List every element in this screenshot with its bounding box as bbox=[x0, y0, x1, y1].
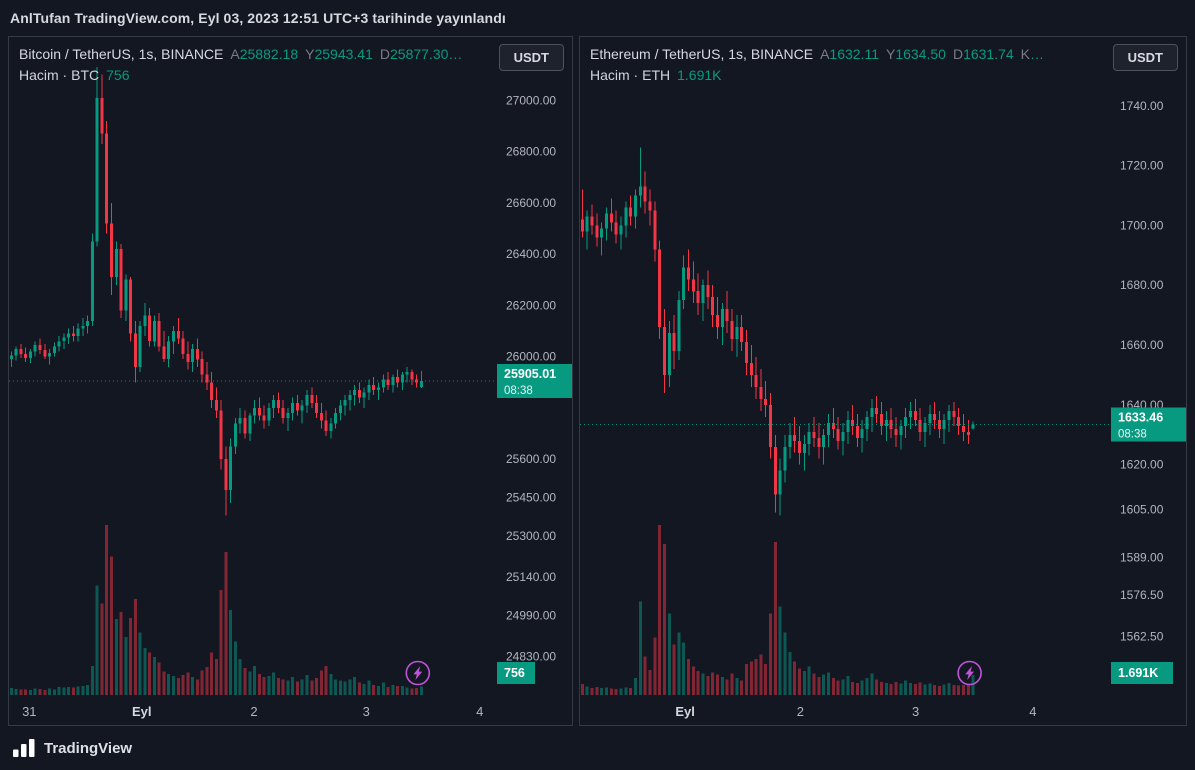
svg-text:1700.00: 1700.00 bbox=[1120, 218, 1164, 232]
svg-text:1.691K: 1.691K bbox=[1118, 666, 1158, 680]
svg-text:1605.00: 1605.00 bbox=[1120, 503, 1164, 517]
btc-chart-panel: Bitcoin / TetherUS, 1s, BINANCE A25882.18… bbox=[8, 36, 573, 726]
attribution-text: AnlTufan TradingView.com, Eyl 03, 2023 1… bbox=[10, 10, 506, 26]
svg-text:27000.00: 27000.00 bbox=[506, 93, 556, 107]
svg-text:25600.00: 25600.00 bbox=[506, 452, 556, 466]
svg-text:08:38: 08:38 bbox=[504, 385, 533, 397]
flash-icon bbox=[957, 660, 982, 686]
time-axis-labels: 31 Eyl 2 3 4 bbox=[22, 704, 483, 719]
price-axis-labels: 1740.001720.001700.001680.001660.001640.… bbox=[1120, 99, 1164, 644]
charts-row: Bitcoin / TetherUS, 1s, BINANCE A25882.18… bbox=[0, 36, 1195, 726]
svg-text:3: 3 bbox=[912, 704, 919, 719]
svg-text:26400.00: 26400.00 bbox=[506, 247, 556, 261]
eth-currency-toggle-button[interactable]: USDT bbox=[1112, 44, 1178, 71]
candles-layer bbox=[9, 67, 423, 516]
eth-chart-panel: Ethereum / TetherUS, 1s, BINANCE A1632.11… bbox=[579, 36, 1187, 726]
eth-price-chart-canvas[interactable]: 1740.001720.001700.001680.001660.001640.… bbox=[580, 37, 1186, 725]
volume-badge: 1.691K bbox=[1111, 662, 1173, 684]
svg-text:4: 4 bbox=[476, 704, 483, 719]
svg-text:24990.00: 24990.00 bbox=[506, 609, 556, 623]
svg-text:31: 31 bbox=[22, 704, 36, 719]
svg-text:25450.00: 25450.00 bbox=[506, 491, 556, 505]
tradingview-brand-text[interactable]: TradingView bbox=[44, 739, 133, 757]
volume-badge: 756 bbox=[497, 662, 535, 684]
svg-text:26000.00: 26000.00 bbox=[506, 350, 556, 364]
svg-text:1562.50: 1562.50 bbox=[1120, 630, 1164, 644]
btc-currency-toggle-button[interactable]: USDT bbox=[498, 44, 564, 71]
last-price-badge: 25905.01 08:38 bbox=[497, 364, 572, 398]
price-axis-labels: 27000.00 26800.00 26600.00 26400.00 26200.00… bbox=[506, 93, 556, 663]
svg-text:1720.00: 1720.00 bbox=[1120, 159, 1164, 173]
time-axis-labels: Eyl 2 3 4 bbox=[675, 704, 1036, 719]
svg-text:Eyl: Eyl bbox=[132, 704, 152, 719]
svg-text:756: 756 bbox=[504, 666, 525, 680]
svg-text:Eyl: Eyl bbox=[675, 704, 695, 719]
svg-text:08:38: 08:38 bbox=[1118, 428, 1147, 440]
volume-bars bbox=[580, 525, 975, 695]
footer: TradingView bbox=[0, 726, 1195, 770]
tradingview-logo-glyph bbox=[13, 739, 35, 757]
svg-text:1740.00: 1740.00 bbox=[1120, 99, 1164, 113]
eth-symbol-title[interactable]: Ethereum / TetherUS, 1s, BINANCE bbox=[590, 46, 814, 62]
tradingview-logo[interactable] bbox=[13, 739, 35, 757]
svg-text:25300.00: 25300.00 bbox=[506, 529, 556, 543]
svg-text:1589.00: 1589.00 bbox=[1120, 550, 1164, 564]
svg-text:25140.00: 25140.00 bbox=[506, 570, 556, 584]
volume-bars bbox=[9, 525, 423, 696]
btc-volume-label[interactable]: Hacim · BTC bbox=[19, 67, 100, 83]
svg-text:2: 2 bbox=[250, 704, 257, 719]
last-price-badge: 1633.46 08:38 bbox=[1111, 407, 1186, 442]
eth-volume-label[interactable]: Hacim · ETH bbox=[590, 67, 671, 83]
svg-text:1620.00: 1620.00 bbox=[1120, 458, 1164, 472]
svg-text:4: 4 bbox=[1029, 704, 1036, 719]
svg-text:26600.00: 26600.00 bbox=[506, 196, 556, 210]
btc-symbol-title[interactable]: Bitcoin / TetherUS, 1s, BINANCE bbox=[19, 46, 224, 62]
svg-text:24830.00: 24830.00 bbox=[506, 650, 556, 664]
btc-price-chart-canvas[interactable]: 27000.00 26800.00 26600.00 26400.00 26200.00… bbox=[9, 37, 572, 725]
candles-layer bbox=[580, 147, 975, 516]
svg-text:1576.50: 1576.50 bbox=[1120, 588, 1164, 602]
svg-text:1680.00: 1680.00 bbox=[1120, 278, 1164, 292]
svg-text:25905.01: 25905.01 bbox=[504, 367, 556, 381]
svg-text:1633.46: 1633.46 bbox=[1118, 410, 1163, 424]
flash-icon bbox=[405, 660, 431, 686]
svg-text:26800.00: 26800.00 bbox=[506, 145, 556, 159]
svg-text:26200.00: 26200.00 bbox=[506, 298, 556, 312]
svg-text:2: 2 bbox=[797, 704, 804, 719]
svg-text:1660.00: 1660.00 bbox=[1120, 338, 1164, 352]
svg-text:3: 3 bbox=[363, 704, 370, 719]
